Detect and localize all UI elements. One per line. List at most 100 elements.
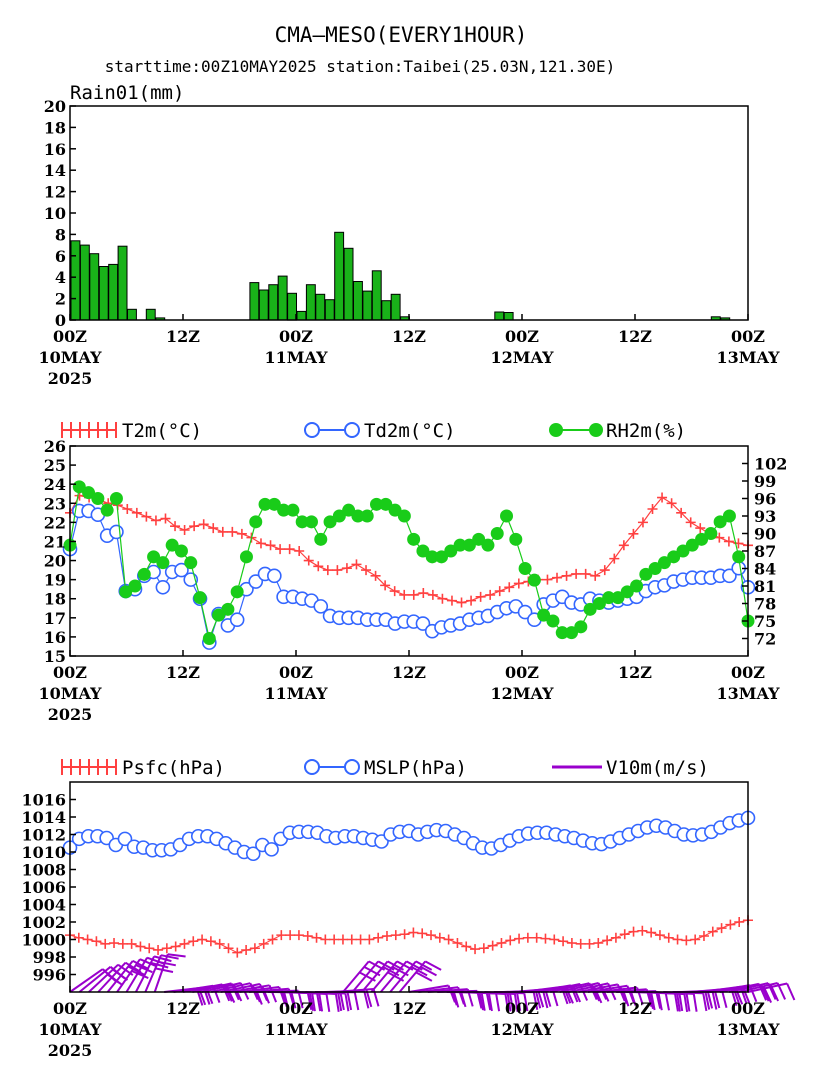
rain-bar [117, 245, 128, 321]
rain-bar [98, 266, 109, 321]
x-date-label: 11MAY [264, 1020, 328, 1039]
t2m-point [380, 580, 391, 591]
t2m-point [485, 589, 496, 600]
rh2m-point [82, 486, 96, 500]
mslp-point [117, 831, 133, 847]
rh2m-point [119, 585, 133, 599]
wind-barb-feather [150, 961, 169, 969]
wind-barb-feather [363, 990, 370, 1009]
psfc-point [337, 934, 348, 945]
rh2m-point [453, 538, 467, 552]
x-date-label: 11MAY [264, 348, 328, 367]
x-tick-label: 00Z [505, 327, 539, 346]
psfc-point [355, 934, 366, 945]
legend-t2m: T2m(°C) [61, 420, 202, 442]
t2m-point [208, 523, 219, 534]
t2m-point [255, 538, 266, 549]
t2m-point [437, 593, 448, 604]
wind-barb-staff [719, 982, 760, 993]
wind-barb-feather [648, 991, 654, 1010]
rh2m-point [221, 602, 235, 616]
psfc-point [531, 932, 542, 943]
rh2m-point [704, 527, 718, 540]
series-t2m [65, 490, 753, 608]
y-tick-label: 1008 [21, 861, 66, 880]
wind-barb-feather [131, 970, 149, 980]
t2m-point [294, 546, 305, 556]
psfc-point [126, 938, 137, 949]
rain-bar [343, 247, 354, 321]
legend-rh2m: RH2m(%) [549, 420, 686, 442]
wind-barb-feather [721, 990, 728, 1008]
psfc-point [505, 935, 516, 946]
y-tick-label: 18 [44, 118, 66, 137]
psfc-point [197, 934, 208, 945]
rh2m-point [565, 626, 579, 640]
rh2m-point [425, 550, 439, 564]
wind-barb-feather [542, 990, 549, 1009]
wind-barb-feather [711, 991, 718, 1010]
rain-panel-title: Rain01(mm) [70, 82, 184, 104]
psfc-point [716, 923, 727, 934]
t2m-point [265, 540, 276, 551]
wind-barb-feather [683, 993, 689, 1013]
psfc-point [610, 932, 621, 943]
t2m-point [399, 589, 410, 600]
wind-barb-staff [550, 982, 590, 993]
psfc-point [373, 932, 384, 943]
psfc-point [311, 932, 322, 943]
wind-barb-feather [107, 973, 123, 986]
psfc-point [672, 934, 683, 945]
psfc-point [346, 934, 357, 945]
y-tick-label: 1010 [21, 843, 66, 862]
t2m-point [676, 507, 687, 518]
legend-v10m: V10m(m/s) [552, 757, 709, 779]
rh2m-point [667, 550, 681, 564]
rh2m-point [546, 614, 560, 628]
t2m-point [275, 544, 286, 555]
t2m-point [552, 572, 563, 583]
rh2m-point [630, 579, 644, 593]
wind-barb-staff [153, 953, 169, 993]
psfc-point [707, 926, 718, 937]
td2m-point [155, 579, 171, 595]
wind-barb-staff [747, 982, 788, 993]
psfc-point [734, 917, 745, 927]
y-tick-label: 20 [44, 97, 66, 116]
wind-barb-feather [674, 993, 679, 1012]
y-tick-label: 10 [44, 204, 66, 223]
td2m-point [722, 568, 737, 584]
psfc-point [408, 927, 419, 938]
td2m-point [174, 562, 189, 578]
wind-barb-feather [339, 992, 345, 1011]
x-tick-label: 12Z [618, 999, 652, 1018]
rh2m-point [500, 509, 514, 523]
y-tick-label: 1004 [21, 896, 66, 915]
wind-barb-feather [532, 991, 539, 1010]
rain-bar [324, 299, 335, 321]
wind-barb [351, 960, 395, 993]
psfc-point [82, 934, 93, 945]
chart-subtitle: starttime:00Z10MAY2025 station:Taibei(25… [105, 57, 616, 76]
wind-barb-feather [167, 953, 186, 958]
y-tick-label: 8 [55, 225, 66, 244]
rain-bar [258, 289, 269, 321]
legend-psfc-label: Psfc(hPa) [122, 757, 225, 779]
psfc-point [117, 938, 128, 949]
rh2m-point [295, 515, 309, 529]
t2m-point [418, 588, 429, 598]
rh2m-point [137, 567, 151, 581]
wind-barb-feather [504, 993, 510, 1012]
t2m-point [657, 492, 668, 503]
rh2m-point [555, 626, 569, 640]
t2m-point [504, 582, 515, 593]
rain-bar [494, 311, 505, 321]
x-date-label: 12MAY [490, 684, 554, 703]
wind-barb-staff [78, 966, 112, 993]
rh2m-point [676, 544, 690, 558]
rh2m-point [462, 538, 476, 552]
y-tick-label: 998 [33, 948, 66, 967]
psfc-point [214, 938, 225, 949]
psfc-point [514, 933, 525, 944]
